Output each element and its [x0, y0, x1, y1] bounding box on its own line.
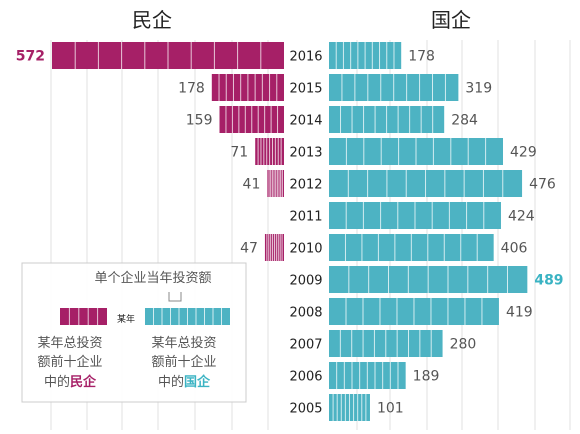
- state-value-label: 419: [506, 305, 533, 321]
- legend-box: [21, 262, 247, 403]
- year-label: 2008: [289, 306, 322, 321]
- year-label: 2006: [289, 370, 322, 385]
- private-bar-group: [264, 234, 284, 261]
- state-title: 国企: [431, 8, 471, 32]
- state-bar-group: [329, 138, 503, 165]
- legend-bracket: [168, 292, 182, 302]
- year-label: 2010: [289, 242, 322, 257]
- state-value-label: 406: [501, 241, 528, 257]
- legend-state-line3: 中的国企: [158, 374, 211, 390]
- year-label: 2015: [289, 82, 322, 97]
- year-label: 2005: [289, 402, 322, 417]
- state-bar-group: [329, 42, 402, 69]
- private-title: 民企: [132, 8, 172, 32]
- year-label: 2016: [289, 50, 322, 65]
- state-bar-group: [329, 298, 499, 325]
- private-bar-group: [267, 170, 284, 197]
- legend-private-swatch: [60, 308, 107, 325]
- legend-private-line2: 额前十企业: [37, 354, 102, 370]
- state-value-label: 189: [413, 369, 440, 385]
- legend: 单个企业当年投资额 某年 某年总投资 额前十企业 中的民企 某年总投资 额前十企…: [21, 262, 247, 403]
- state-value-label: 280: [450, 337, 477, 353]
- year-label: 2009: [289, 274, 322, 289]
- state-bar-group: [329, 234, 494, 261]
- legend-private-sample: [60, 308, 107, 325]
- legend-state-emph: 国企: [184, 374, 211, 390]
- private-value-label: 71: [230, 145, 248, 161]
- state-bar-group: [329, 74, 459, 101]
- state-value-label: 476: [529, 177, 556, 193]
- state-bar-group: [329, 106, 445, 133]
- chart-bars: 2016 572 178 2015 178 319 2014 159 284 2013 71 429 2…: [16, 42, 564, 421]
- legend-private-line1: 某年总投资: [37, 335, 102, 351]
- private-value-label: 159: [186, 113, 213, 129]
- state-value-label: 101: [377, 401, 404, 417]
- legend-private-line3: 中的民企: [44, 374, 97, 390]
- legend-year-marker: 某年: [117, 313, 135, 325]
- year-label: 2007: [289, 338, 322, 353]
- private-value-label: 41: [243, 177, 261, 193]
- state-bar-group: [329, 202, 501, 229]
- year-label: 2011: [289, 210, 322, 225]
- state-value-label: 489: [534, 273, 563, 289]
- legend-segment-caption: 单个企业当年投资额: [94, 270, 211, 286]
- private-bar-group: [219, 106, 284, 133]
- private-bar-group: [52, 42, 284, 69]
- state-bar-group: [329, 362, 406, 389]
- year-label: 2012: [289, 178, 322, 193]
- legend-private-emph: 民企: [70, 374, 97, 390]
- grid-lines: [50, 40, 571, 430]
- state-value-label: 424: [508, 209, 535, 225]
- state-bar-group: [329, 394, 370, 421]
- state-bar-group: [329, 266, 528, 293]
- legend-state-prefix: 中的: [158, 374, 184, 390]
- state-bar-group: [329, 330, 443, 357]
- state-value-label: 178: [408, 49, 435, 65]
- legend-state-sample: [145, 308, 230, 325]
- private-bar-group: [255, 138, 284, 165]
- private-value-label: 178: [178, 81, 205, 97]
- private-bar-group: [211, 74, 284, 101]
- legend-state-line1: 某年总投资: [151, 335, 216, 351]
- state-value-label: 284: [451, 113, 478, 129]
- private-value-label: 572: [16, 49, 45, 65]
- state-value-label: 429: [510, 145, 537, 161]
- legend-private-prefix: 中的: [44, 374, 70, 390]
- year-label: 2013: [289, 146, 322, 161]
- state-value-label: 319: [465, 81, 492, 97]
- year-label: 2014: [289, 114, 322, 129]
- legend-state-line2: 额前十企业: [151, 354, 216, 370]
- state-bar-group: [329, 170, 523, 197]
- private-value-label: 47: [240, 241, 258, 257]
